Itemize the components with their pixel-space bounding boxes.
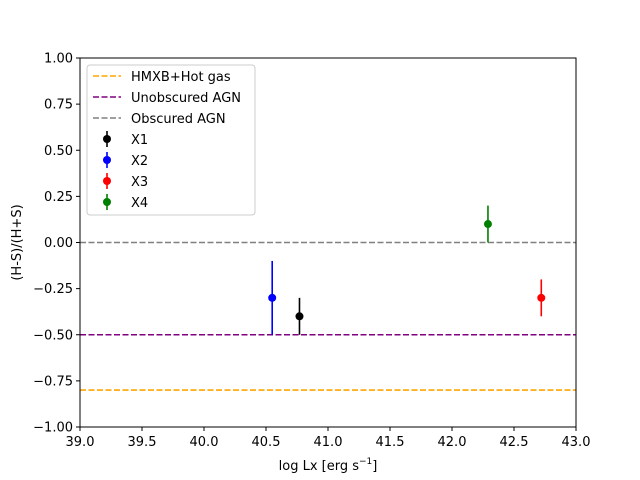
legend: HMXB+Hot gas Unobscured AGN Obscured AGN X1… (86, 64, 256, 216)
data-marker (268, 293, 277, 302)
x-axis-label-main: log Lx [erg s (279, 459, 360, 474)
y-tick-label: 1.00 (44, 52, 73, 67)
legend-entry: X4 (103, 194, 148, 211)
x-axis-ticks: 39.0 39.5 40.0 40.5 41.0 41.5 42.0 42.5 43.0 (66, 427, 591, 450)
x-axis-label-exponent: −1 (359, 457, 372, 467)
legend-label: X3 (131, 175, 148, 190)
x-tick-label: 40.5 (252, 435, 281, 450)
y-axis-ticks: −1.00 −0.75 −0.50 −0.25 0.00 0.25 0.50 0.75 1.00 (33, 52, 80, 436)
data-points (268, 205, 546, 335)
point-x2 (268, 260, 277, 335)
y-tick-label: −0.75 (33, 374, 73, 389)
data-marker (537, 293, 546, 302)
legend-entry: Unobscured AGN (93, 91, 241, 106)
legend-label: Unobscured AGN (131, 91, 241, 106)
x-tick-label: 39.5 (128, 435, 157, 450)
legend-label: Obscured AGN (131, 112, 226, 127)
legend-entry: X1 (103, 131, 148, 148)
legend-label: X1 (131, 133, 148, 148)
legend-marker-swatch (103, 135, 111, 143)
legend-entry: X3 (103, 173, 148, 190)
x-tick-label: 42.0 (438, 435, 467, 450)
legend-entry: Obscured AGN (93, 112, 226, 127)
data-marker (295, 312, 304, 321)
legend-label: X4 (131, 196, 148, 211)
x-tick-label: 41.5 (376, 435, 405, 450)
legend-marker-swatch (103, 177, 111, 185)
legend-entry: HMXB+Hot gas (93, 70, 231, 85)
y-tick-label: 0.50 (44, 144, 73, 159)
x-axis-label-close: ] (372, 459, 377, 474)
y-tick-label: −0.50 (33, 328, 73, 343)
legend-label: X2 (131, 154, 148, 169)
point-x4 (483, 205, 492, 243)
legend-box (86, 64, 256, 216)
y-tick-label: −0.25 (33, 282, 73, 297)
x-axis-label: log Lx [erg s−1] (279, 457, 378, 474)
x-tick-label: 43.0 (562, 435, 591, 450)
x-tick-label: 40.0 (190, 435, 219, 450)
y-tick-label: −1.00 (33, 421, 73, 436)
y-tick-label: 0.00 (44, 236, 73, 251)
y-axis-label: (H-S)/(H+S) (10, 204, 25, 280)
point-x1 (295, 297, 304, 335)
reference-lines (80, 241, 576, 391)
legend-marker-swatch (103, 198, 111, 206)
legend-label: HMXB+Hot gas (131, 70, 231, 85)
legend-marker-swatch (103, 156, 111, 164)
y-tick-label: 0.25 (44, 190, 73, 205)
data-marker (483, 220, 492, 229)
legend-entry: X2 (103, 152, 148, 169)
x-tick-label: 42.5 (500, 435, 529, 450)
x-tick-label: 41.0 (314, 435, 343, 450)
y-tick-label: 0.75 (44, 98, 73, 113)
point-x3 (537, 279, 546, 317)
x-tick-label: 39.0 (66, 435, 95, 450)
